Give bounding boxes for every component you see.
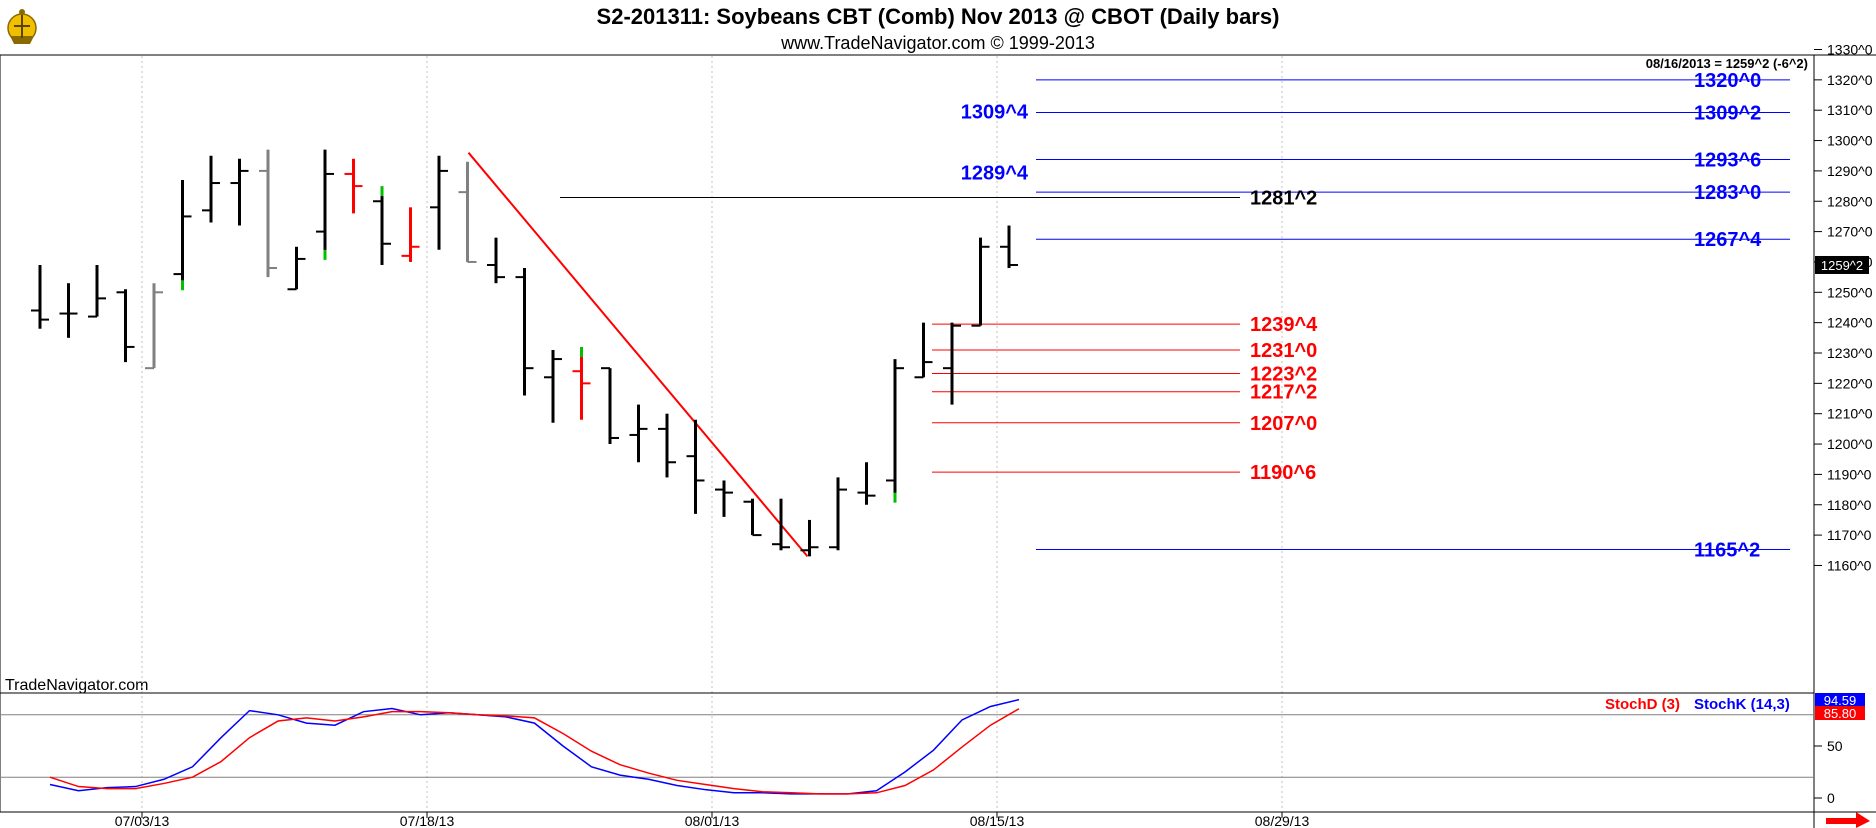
price-tick-label: 1250^0 [1827,284,1873,300]
level-label-12: 1207^0 [1250,413,1317,435]
level-label-6: 1281^2 [1250,187,1317,209]
price-tick-label: 1200^0 [1827,436,1873,452]
price-tick-label: 1290^0 [1827,163,1873,179]
price-bar-9 [287,246,306,291]
price-bar-3 [116,289,135,363]
price-bar-30 [886,359,904,503]
chart-subtitle: www.TradeNavigator.com © 1999-2013 [780,33,1095,53]
level-label-8: 1239^4 [1250,314,1318,336]
time-tick-label: 08/15/13 [970,813,1025,828]
price-bar-11 [344,158,363,214]
level-label-10: 1223^2 [1250,363,1317,385]
stoch-tick-label: 0 [1827,790,1835,806]
time-tick-label: 07/18/13 [400,813,455,828]
price-tick-label: 1210^0 [1827,406,1873,422]
level-label-0: 1320^0 [1694,70,1761,92]
stoch-value-text-0: 94.59 [1824,693,1857,708]
price-tick-label: 1180^0 [1827,497,1872,513]
grid-layer [141,56,1283,811]
price-bar-26 [772,498,790,551]
stoch-k-label: StochK (14,3) [1694,696,1790,713]
level-label-13: 1190^6 [1250,462,1316,484]
price-tick-label: 1320^0 [1827,72,1873,88]
stoch-series-1 [49,708,1020,795]
price-bar-31 [914,322,933,379]
price-bar-32 [943,322,961,405]
price-bar-28 [829,477,847,551]
stoch-d-label: StochD (3) [1605,696,1680,713]
price-tick-label: 1230^0 [1827,345,1873,361]
scroll-right-arrow-icon[interactable] [1826,812,1870,828]
level-label-5: 1283^0 [1694,182,1761,204]
price-bar-5 [173,180,192,291]
price-bar-21 [629,404,648,463]
price-bar-20 [601,367,619,445]
app-logo-icon [7,9,37,44]
price-bar-14 [430,155,448,250]
time-axis-layer: 07/03/13 07/18/13 08/01/13 08/15/13 08/29/13 [115,812,1310,828]
stoch-value-badge-0 [1815,693,1865,707]
price-bar-19 [572,347,591,420]
last-price-info: 08/16/2013 = 1259^2 (-6^2) [1646,56,1808,71]
level-label-11: 1217^2 [1250,382,1317,404]
price-bar-22 [658,413,676,478]
price-tick-label: 1270^0 [1827,224,1873,240]
price-axis-layer: 1160^0 1170^0 1180^0 1190^0 1200^0 1210^0 1220… [1814,42,1873,573]
price-bar-8 [259,149,277,278]
price-tick-label: 1240^0 [1827,315,1873,331]
price-bar-25 [743,498,762,537]
price-bar-16 [487,237,505,284]
time-tick-label: 08/01/13 [685,813,740,828]
stoch-tick-label: 50 [1827,738,1843,754]
last-price-tag-text: 1259^2 [1821,258,1863,273]
time-tick-label: 08/29/13 [1255,813,1310,828]
price-bar-7 [230,158,249,226]
header: S2-201311: Soybeans CBT (Comb) Nov 2013 … [7,4,1280,53]
level-label-9: 1231^0 [1250,340,1317,362]
price-bar-17 [515,268,534,396]
price-bars-layer [31,149,1018,557]
price-bar-2 [88,264,106,318]
price-tick-label: 1310^0 [1827,102,1873,118]
price-tick-label: 1300^0 [1827,133,1873,149]
price-bar-27 [800,519,819,557]
watermark: TradeNavigator.com [5,677,148,694]
price-tick-label: 1280^0 [1827,193,1873,209]
price-bar-23 [686,419,705,514]
last-price-tag: 1259^2 [1815,255,1869,274]
price-bar-0 [31,264,49,329]
price-bar-18 [544,349,562,423]
level-label-2: 1309^2 [1694,102,1761,124]
price-bar-4 [145,283,163,370]
price-tick-label: 1330^0 [1827,42,1873,58]
level-label-1: 1309^4 [961,102,1029,124]
level-label-7: 1267^4 [1694,229,1762,251]
levels-layer: 1320^0 1309^4 1309^2 1293^6 1289^4 1283^0 1281… [467,70,1790,562]
price-bar-29 [857,462,876,505]
chart-title: S2-201311: Soybeans CBT (Comb) Nov 2013 … [597,4,1280,29]
price-bar-10 [316,149,334,260]
stoch-value-badge-1 [1815,706,1865,720]
price-tick-label: 1190^0 [1827,466,1872,482]
level-label-14: 1165^2 [1694,540,1760,562]
price-bar-33 [971,237,990,327]
stoch-value-text-1: 85.80 [1824,706,1857,721]
time-tick-label: 07/03/13 [115,813,170,828]
level-label-3: 1293^6 [1694,150,1761,172]
price-bar-24 [715,480,733,517]
price-bar-12 [373,186,391,265]
price-bar-15 [458,161,477,263]
price-tick-label: 1160^0 [1827,557,1872,573]
level-label-4: 1289^4 [961,162,1029,184]
price-bar-34 [1000,225,1018,269]
price-bar-1 [59,283,78,338]
trendline [467,152,809,557]
price-tick-label: 1170^0 [1827,527,1872,543]
price-bar-13 [401,207,420,262]
price-bar-6 [202,155,220,223]
price-tick-label: 1220^0 [1827,375,1873,391]
